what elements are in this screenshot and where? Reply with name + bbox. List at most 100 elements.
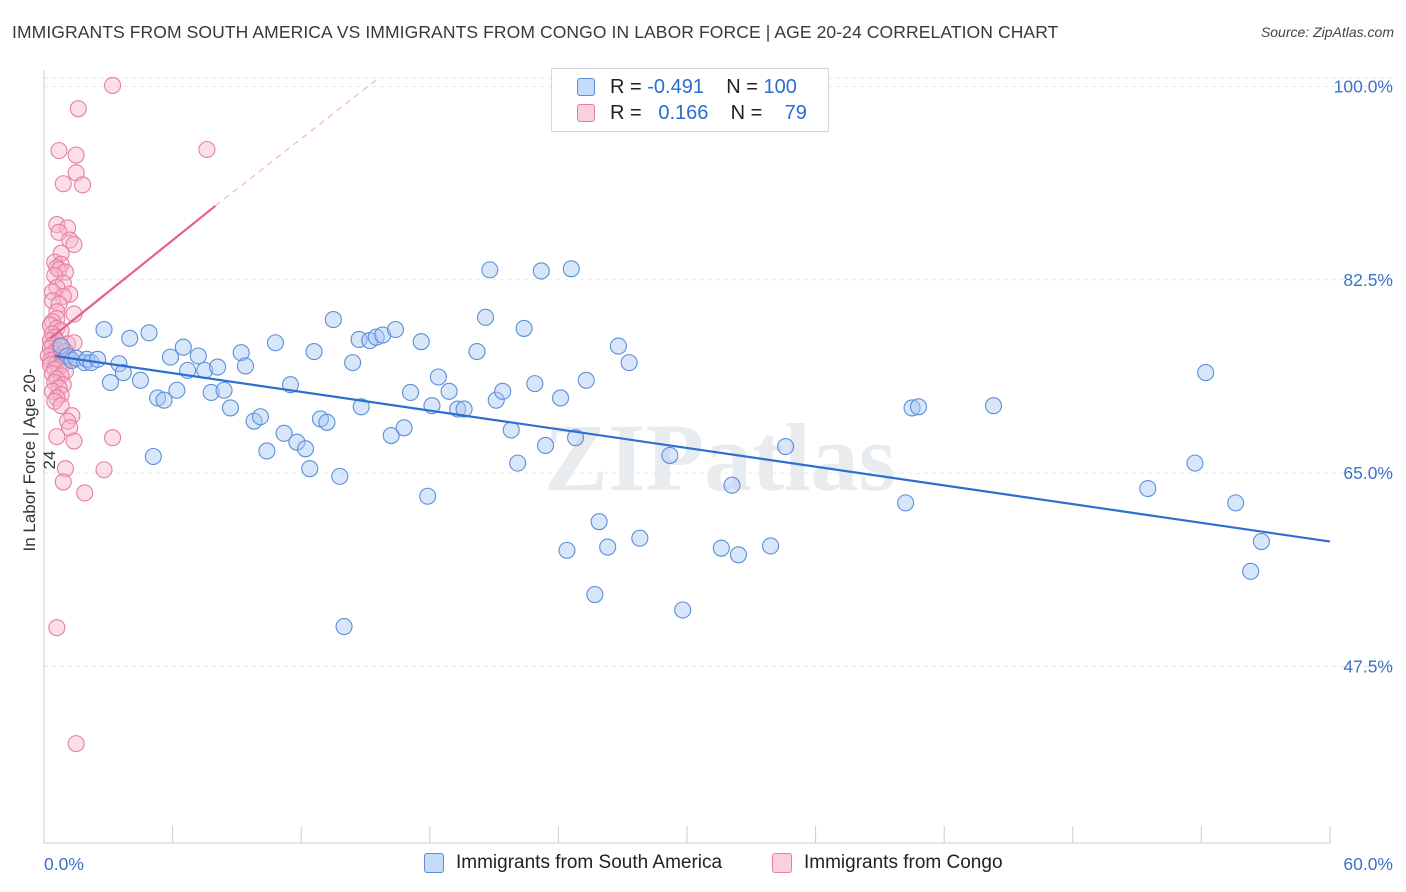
south-america-point [777,438,795,456]
south-america-point [609,337,627,355]
congo-point [59,412,77,430]
y-tick-label: 82.5% [1343,270,1393,290]
bottom-legend-label: Immigrants from Congo [804,852,1003,873]
south-america-point [661,446,679,464]
bottom-legend-swatch-blue [424,853,444,873]
south-america-point [481,261,499,279]
y-tick-labels: 47.5% 65.0% 82.5% 100.0% [1334,77,1393,677]
south-america-point [509,454,527,472]
y-tick-label: 100.0% [1334,77,1393,97]
congo-point [69,100,87,118]
congo-point [67,146,85,164]
congo-trend-extension [215,79,377,207]
south-america-point [551,389,570,407]
congo-point [56,263,74,281]
bottom-legend-swatch-pink [772,853,792,873]
south-america-point [161,348,180,366]
south-america-point [95,320,113,339]
south-america-point [318,413,336,431]
bottom-legend-label: Immigrants from South America [456,852,723,873]
south-america-point [526,375,544,393]
south-america-point [1242,562,1260,580]
south-america-point [209,358,227,376]
south-america-point [288,433,306,451]
legend-n-value: 100 [763,76,797,98]
south-america-point [352,398,370,416]
congo-trend-line [49,204,217,340]
south-america-point [324,311,342,329]
congo-point [52,397,70,415]
legend-n-label: N = [730,102,763,124]
south-america-point [275,424,293,442]
congo-point [67,735,85,753]
south-america-point [897,494,915,512]
south-america-point [487,391,505,409]
south-america-points [52,260,1270,636]
legend-r-label: R = [610,76,642,98]
south-america-point [620,354,638,372]
south-america-point [305,343,323,361]
south-america-point [903,399,921,417]
south-america-point [412,333,430,351]
south-america-point [419,487,437,505]
congo-point [48,619,66,637]
south-america-point [131,371,149,389]
south-america-point [566,429,585,447]
south-america-point [712,539,730,557]
legend-n-value: 79 [784,102,807,124]
south-america-point [631,529,649,547]
south-america-point [367,328,385,346]
congo-point [104,429,122,447]
south-america-point [515,319,533,337]
south-america-point [440,382,458,400]
legend-r-value: -0.491 [647,76,704,98]
south-america-point [140,324,158,342]
y-tick-label: 47.5% [1343,656,1393,676]
south-america-point [374,326,392,344]
south-america-point [590,513,608,531]
south-america-point [114,364,132,382]
south-america-point [762,537,780,555]
south-america-point [174,338,192,356]
south-america-point [386,320,405,339]
south-america-point [558,541,576,559]
congo-point [41,351,59,369]
south-america-point [335,618,353,636]
south-america-point [536,436,555,455]
congo-point [65,235,83,254]
south-america-point [232,344,250,362]
south-america-point [494,382,512,400]
south-america-point [296,440,315,458]
congo-points [39,76,216,753]
x-tick-label-min: 0.0% [44,854,84,874]
south-america-point [455,400,473,418]
south-america-trend-line [54,354,1331,543]
correlation-legend: R = -0.491 N = 100 R = 0.166 N = 79 [551,68,829,132]
south-america-point [382,426,400,445]
congo-point [95,461,113,479]
congo-point [61,285,79,303]
south-america-point [429,368,447,386]
south-america-point [344,354,362,372]
trend-lines [49,79,1331,543]
south-america-point [52,337,70,355]
congo-point [48,428,66,446]
south-america-point [984,397,1003,415]
south-america-point [258,442,276,460]
congo-point [54,473,72,491]
south-america-point [395,419,413,437]
south-america-point [236,357,255,375]
legend-swatch-blue [577,78,595,96]
south-america-point [599,538,617,556]
legend-n-label: N = [726,76,758,98]
source-label: Source: ZipAtlas.com [1260,24,1394,40]
south-america-point [1139,479,1157,498]
congo-point [54,175,72,193]
south-america-point [251,408,270,426]
south-america-point [202,383,220,402]
y-tick-label: 65.0% [1343,463,1393,483]
south-america-point [502,421,520,439]
south-america-point [1197,364,1215,382]
y-axis-label: In Labor Force | Age 20-24 [20,368,59,552]
south-america-point [121,329,139,347]
